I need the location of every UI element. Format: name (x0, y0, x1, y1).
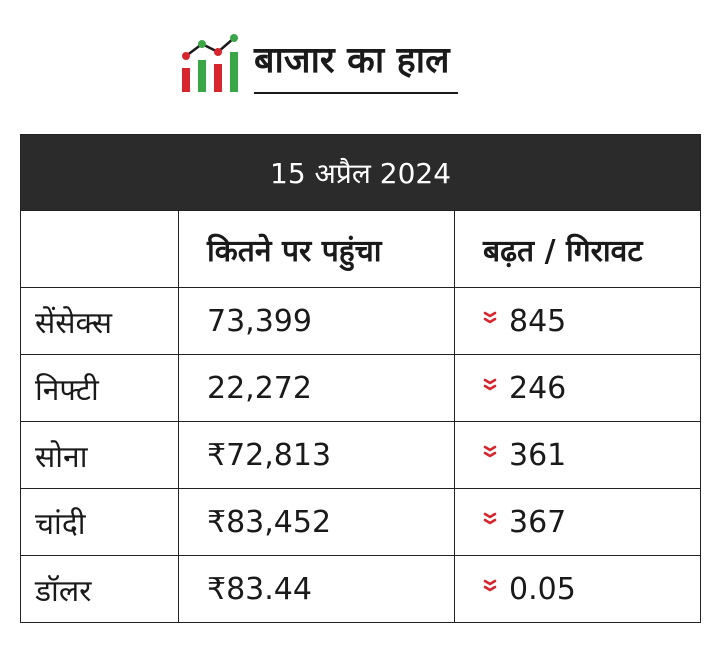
row-change: 361 (509, 437, 567, 473)
row-name: सेंसेक्स (20, 287, 179, 355)
date-row: 15 अप्रैल 2024 (19, 134, 702, 211)
table-row: चांदी ₹83,452 367 (20, 488, 702, 556)
row-change: 246 (509, 370, 567, 406)
market-table: 15 अप्रैल 2024 कितने पर पहुंचा बढ़त / गि… (19, 134, 702, 623)
double-chevron-down-icon (483, 378, 497, 391)
header-row: कितने पर पहुंचा बढ़त / गिरावट (20, 210, 702, 288)
row-change: 845 (509, 303, 567, 339)
double-chevron-down-icon (483, 579, 497, 592)
row-name: डॉलर (20, 555, 179, 623)
row-name: निफ्टी (20, 354, 179, 422)
table-row: डॉलर ₹83.44 0.05 (20, 555, 702, 623)
row-value: ₹83.44 (178, 555, 455, 623)
table-date: 15 अप्रैल 2024 (19, 134, 702, 211)
row-change-cell: 246 (453, 354, 702, 422)
row-name: चांदी (20, 488, 179, 556)
column-header-name (20, 210, 179, 288)
title-underline: बाजार का हाल (254, 30, 458, 94)
row-name: सोना (20, 421, 179, 489)
table-row: निफ्टी 22,272 246 (20, 354, 702, 422)
page-header: बाजार का हाल (180, 30, 458, 94)
row-value: ₹72,813 (178, 421, 455, 489)
row-change-cell: 361 (453, 421, 702, 489)
market-bar-chart-icon (182, 34, 238, 92)
column-header-value: कितने पर पहुंचा (178, 210, 455, 288)
page-title: बाजार का हाल (254, 40, 450, 81)
double-chevron-down-icon (483, 445, 497, 458)
row-change-cell: 0.05 (453, 555, 702, 623)
column-header-change: बढ़त / गिरावट (453, 210, 702, 288)
row-change: 0.05 (509, 571, 576, 607)
row-value: 22,272 (178, 354, 455, 422)
table-row: सेंसेक्स 73,399 845 (20, 287, 702, 355)
row-value: 73,399 (178, 287, 455, 355)
table-row: सोना ₹72,813 361 (20, 421, 702, 489)
double-chevron-down-icon (483, 512, 497, 525)
row-value: ₹83,452 (178, 488, 455, 556)
row-change-cell: 367 (453, 488, 702, 556)
double-chevron-down-icon (483, 311, 497, 324)
row-change-cell: 845 (453, 287, 702, 355)
row-change: 367 (509, 504, 567, 540)
